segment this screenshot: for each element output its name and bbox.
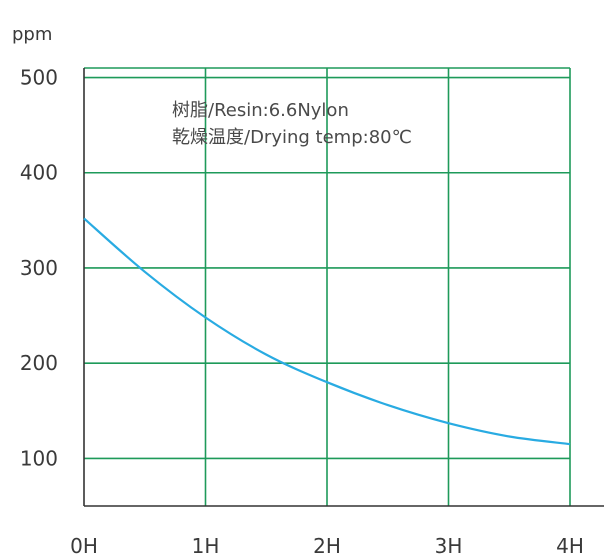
x-tick-label: 3H [435,534,463,558]
y-tick-labels: 100 200 300 400 500 [20,66,58,471]
axes [83,68,604,507]
y-tick-label: 100 [20,446,58,470]
x-tick-label: 4H [556,534,584,558]
y-tick-label: 500 [20,66,58,90]
series [83,217,571,446]
x-tick-labels: 0H 1H 2H 3H 4H [70,534,584,558]
y-tick-label: 300 [20,256,58,280]
annotation-resin: 树脂/Resin:6.6Nylon [172,100,349,121]
x-tick-label: 0H [70,534,98,558]
annotation-drying-temp: 乾燥温度/Drying temp:80℃ [172,127,412,148]
x-tick-label: 2H [313,534,341,558]
y-tick-label: 200 [20,351,58,375]
y-tick-label: 400 [20,161,58,185]
series-line [83,217,571,446]
y-axis-unit-label: ppm [12,24,52,45]
grid [84,67,571,506]
x-tick-label: 1H [192,534,220,558]
